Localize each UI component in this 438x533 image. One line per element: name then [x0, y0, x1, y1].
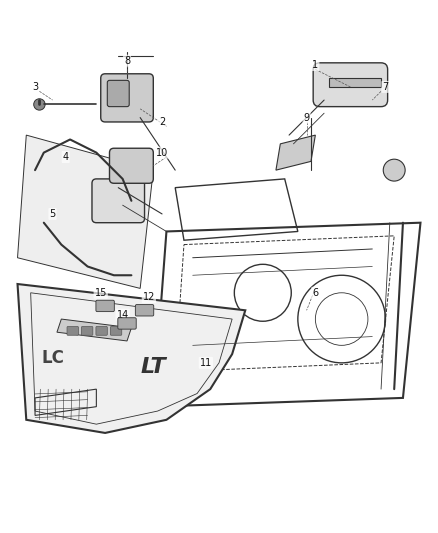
Text: 6: 6: [312, 288, 318, 298]
Text: 15: 15: [95, 288, 107, 298]
Text: 3: 3: [32, 82, 38, 92]
FancyBboxPatch shape: [107, 80, 129, 107]
Polygon shape: [57, 319, 131, 341]
Text: 9: 9: [304, 112, 310, 123]
FancyBboxPatch shape: [101, 74, 153, 122]
Circle shape: [383, 159, 405, 181]
FancyBboxPatch shape: [110, 327, 122, 335]
Circle shape: [34, 99, 45, 110]
Text: 2: 2: [159, 117, 165, 127]
FancyBboxPatch shape: [110, 148, 153, 183]
FancyBboxPatch shape: [118, 318, 136, 329]
Text: 4: 4: [63, 152, 69, 162]
Polygon shape: [328, 78, 381, 87]
FancyBboxPatch shape: [313, 63, 388, 107]
Text: 11: 11: [200, 358, 212, 368]
Text: 8: 8: [124, 55, 130, 66]
Text: 5: 5: [49, 209, 56, 219]
FancyBboxPatch shape: [81, 327, 93, 335]
FancyBboxPatch shape: [92, 179, 145, 223]
FancyBboxPatch shape: [96, 327, 107, 335]
Text: LT: LT: [141, 357, 166, 377]
Text: 10: 10: [156, 148, 168, 158]
Polygon shape: [18, 284, 245, 433]
Text: LC: LC: [41, 350, 64, 367]
Polygon shape: [276, 135, 315, 170]
Text: 12: 12: [143, 292, 155, 302]
FancyBboxPatch shape: [67, 327, 78, 335]
Text: 1: 1: [312, 60, 318, 70]
FancyBboxPatch shape: [135, 304, 154, 316]
Text: 14: 14: [117, 310, 129, 320]
Text: 7: 7: [382, 82, 389, 92]
Polygon shape: [18, 135, 153, 288]
FancyBboxPatch shape: [96, 300, 114, 312]
